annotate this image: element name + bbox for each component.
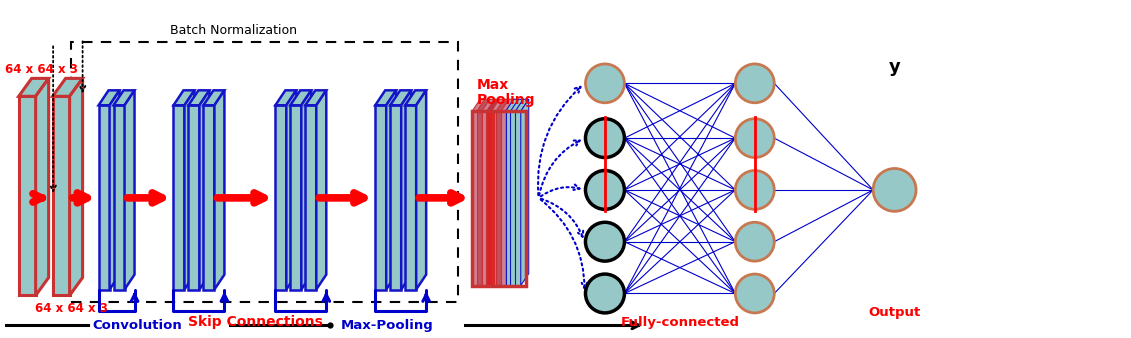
Polygon shape [486, 111, 492, 286]
Polygon shape [53, 96, 70, 295]
Polygon shape [390, 105, 402, 290]
Polygon shape [405, 90, 426, 105]
Circle shape [586, 274, 624, 313]
Polygon shape [510, 99, 524, 111]
Text: 64 x 64 x 3: 64 x 64 x 3 [5, 64, 78, 76]
Polygon shape [199, 90, 209, 290]
Polygon shape [113, 105, 124, 290]
Polygon shape [36, 78, 49, 295]
Text: Convolution: Convolution [93, 319, 182, 332]
Polygon shape [472, 99, 485, 111]
Polygon shape [501, 99, 515, 111]
Polygon shape [491, 111, 497, 286]
Polygon shape [405, 105, 416, 290]
Polygon shape [291, 90, 311, 105]
Text: Output: Output [869, 306, 921, 319]
Polygon shape [70, 78, 83, 295]
Polygon shape [386, 90, 396, 290]
Polygon shape [497, 111, 501, 286]
Polygon shape [215, 90, 224, 290]
Polygon shape [305, 90, 327, 105]
Polygon shape [477, 99, 485, 286]
Polygon shape [497, 99, 504, 286]
Polygon shape [204, 90, 224, 105]
Polygon shape [506, 99, 519, 111]
Polygon shape [416, 90, 426, 290]
Polygon shape [516, 99, 524, 286]
Text: Batch Normalization: Batch Normalization [170, 24, 296, 37]
Polygon shape [402, 90, 412, 290]
Text: Skip Connections: Skip Connections [188, 315, 322, 329]
Polygon shape [492, 99, 500, 286]
Circle shape [586, 222, 624, 261]
Polygon shape [489, 111, 494, 286]
Polygon shape [486, 99, 500, 111]
Polygon shape [497, 99, 510, 111]
Polygon shape [286, 90, 296, 290]
Polygon shape [375, 105, 386, 290]
Circle shape [586, 64, 624, 103]
Polygon shape [510, 111, 516, 286]
Polygon shape [291, 105, 301, 290]
Polygon shape [53, 78, 83, 96]
Polygon shape [482, 111, 487, 286]
Polygon shape [113, 90, 135, 105]
Polygon shape [506, 111, 511, 286]
Polygon shape [275, 105, 286, 290]
Circle shape [735, 274, 775, 313]
Polygon shape [375, 90, 396, 105]
Circle shape [735, 119, 775, 158]
Polygon shape [501, 111, 507, 286]
Text: Max
Pooling: Max Pooling [477, 78, 536, 107]
Polygon shape [390, 90, 412, 105]
Polygon shape [124, 90, 135, 290]
Polygon shape [275, 90, 296, 105]
Circle shape [586, 119, 624, 158]
Polygon shape [98, 105, 110, 290]
Polygon shape [477, 99, 491, 111]
Polygon shape [110, 90, 120, 290]
Polygon shape [189, 90, 209, 105]
Circle shape [735, 222, 775, 261]
Polygon shape [487, 99, 495, 286]
Polygon shape [516, 111, 520, 286]
Polygon shape [189, 105, 199, 290]
Polygon shape [483, 99, 491, 286]
Polygon shape [472, 111, 477, 286]
Polygon shape [173, 105, 184, 290]
Circle shape [586, 170, 624, 209]
Text: Fully-connected: Fully-connected [621, 316, 740, 329]
Polygon shape [19, 96, 36, 295]
Circle shape [735, 170, 775, 209]
Polygon shape [482, 99, 495, 111]
Text: Max-Pooling: Max-Pooling [340, 319, 433, 332]
Polygon shape [98, 90, 120, 105]
Polygon shape [301, 90, 311, 290]
Polygon shape [204, 105, 215, 290]
Polygon shape [520, 99, 529, 286]
Circle shape [735, 64, 775, 103]
Polygon shape [501, 99, 510, 286]
Polygon shape [511, 99, 519, 286]
Polygon shape [19, 78, 49, 96]
Polygon shape [491, 99, 504, 111]
Circle shape [873, 169, 916, 211]
Polygon shape [173, 90, 195, 105]
Polygon shape [305, 105, 317, 290]
Bar [70, 42, 458, 303]
Polygon shape [317, 90, 327, 290]
Polygon shape [516, 99, 529, 111]
Text: y: y [889, 58, 900, 76]
Polygon shape [477, 111, 483, 286]
Polygon shape [507, 99, 515, 286]
Polygon shape [184, 90, 195, 290]
Text: 64 x 64 x 3: 64 x 64 x 3 [35, 303, 107, 315]
